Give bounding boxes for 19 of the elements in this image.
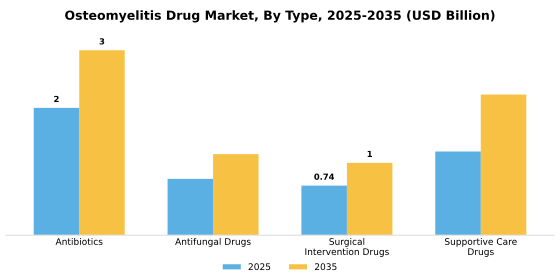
legend-label: 2035 (314, 263, 336, 270)
bar (213, 154, 259, 236)
legend-label: 2025 (248, 263, 270, 270)
bar (480, 94, 526, 236)
x-tick-label: Antibiotics (56, 238, 102, 245)
bar (435, 151, 481, 236)
data-label: 1 (368, 150, 372, 157)
x-tick-label: Antifungal Drugs (175, 238, 251, 247)
bar (301, 186, 347, 236)
bar (79, 50, 125, 236)
x-tick-label: Surgical Intervention Drugs (305, 238, 389, 257)
chart-title: Osteomyelitis Drug Market, By Type, 2025-2035 (USD Billion) (65, 10, 494, 22)
bar (346, 162, 392, 236)
data-label: 2 (54, 96, 59, 102)
bar (168, 178, 214, 236)
data-label: 3 (100, 38, 104, 45)
x-tick-label: Supportive Care Drugs (444, 238, 517, 257)
bar (34, 108, 80, 236)
data-label: 0.74 (314, 174, 334, 180)
